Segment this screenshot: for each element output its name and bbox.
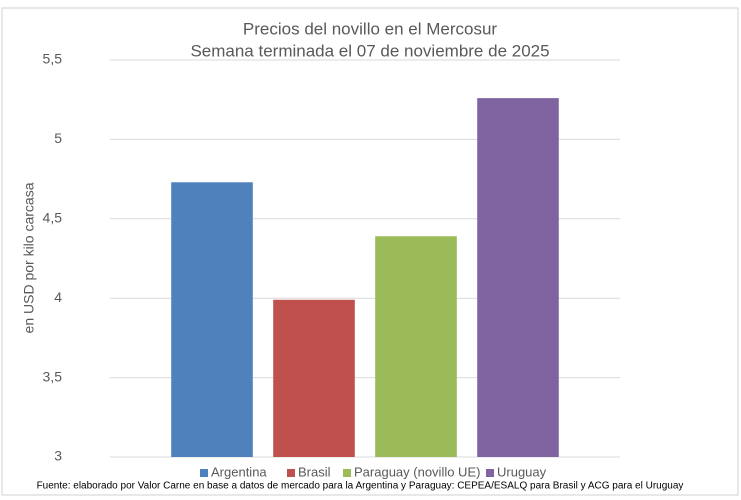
y-tick-label: 3,5 [43, 368, 63, 384]
y-axis-label: en USD por kilo carcasa [21, 182, 37, 333]
bar [171, 182, 253, 457]
chart-subtitle: Semana terminada el 07 de noviembre de 2… [190, 41, 549, 60]
bar [273, 299, 355, 457]
legend-swatch [200, 469, 208, 477]
chart-title: Precios del novillo en el Mercosur [243, 19, 498, 38]
bar [375, 236, 457, 457]
footnote: Fuente: elaborado por Valor Carne en bas… [37, 481, 684, 492]
y-tick-label: 5 [54, 130, 62, 146]
legend-swatch [343, 469, 351, 477]
y-tick-label: 4,5 [43, 210, 63, 226]
legend-label: Uruguay [497, 464, 547, 479]
legend-label: Argentina [211, 464, 267, 479]
legend-label: Brasil [298, 464, 331, 479]
chart-border [1, 7, 739, 496]
y-tick-label: 5,5 [43, 51, 63, 67]
y-tick-label: 4 [54, 289, 62, 305]
legend-label: Paraguay (novillo UE) [354, 464, 480, 479]
legend-swatch [287, 469, 295, 477]
y-tick-label: 3 [54, 448, 62, 464]
legend-swatch [486, 469, 494, 477]
bar [477, 98, 559, 457]
